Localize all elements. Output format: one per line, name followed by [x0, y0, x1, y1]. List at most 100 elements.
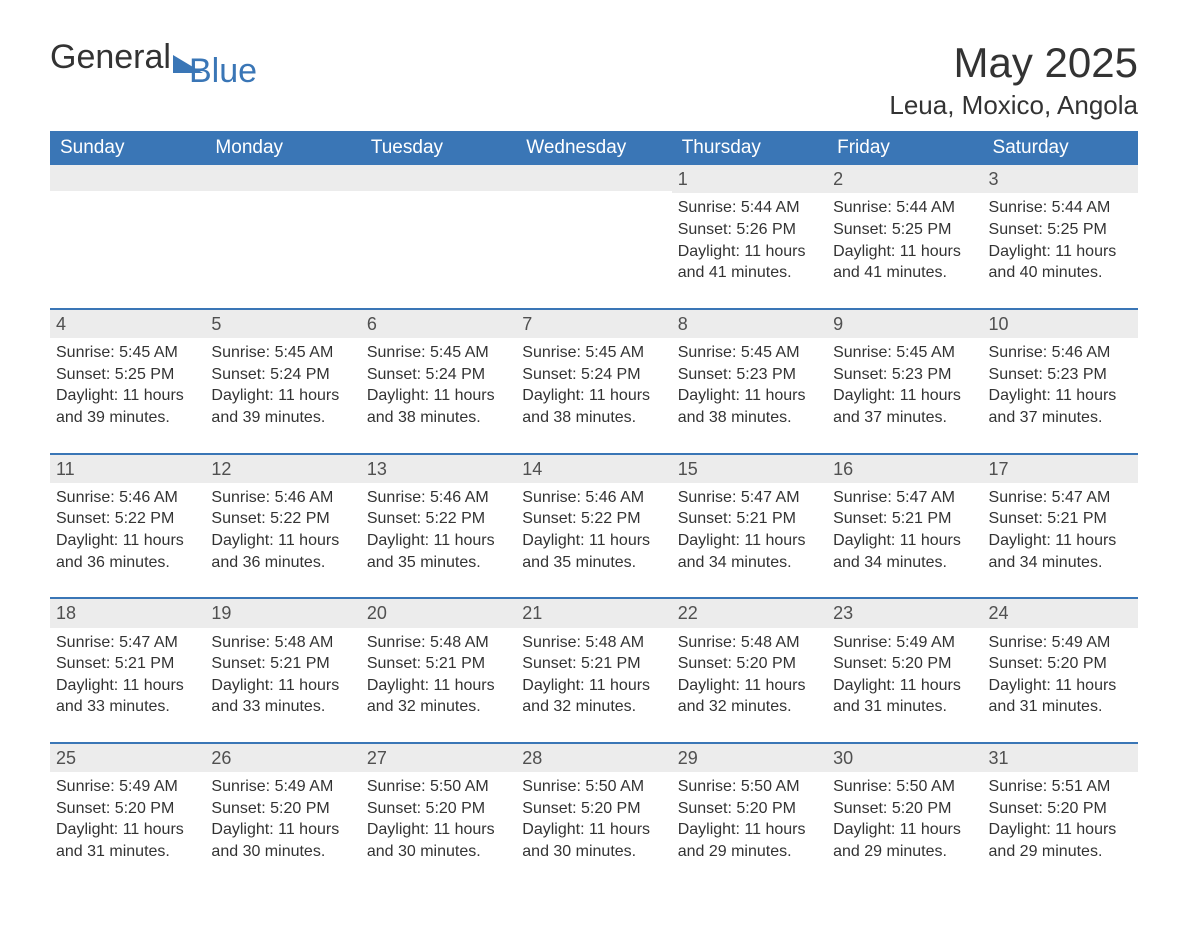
- sunset-line: Sunset: 5:21 PM: [211, 653, 354, 675]
- header: General Blue May 2025 Leua, Moxico, Ango…: [50, 40, 1138, 121]
- sunrise-line: Sunrise: 5:49 AM: [56, 776, 199, 798]
- daylight-line: Daylight: 11 hours and 39 minutes.: [56, 385, 199, 428]
- sunset-line: Sunset: 5:20 PM: [678, 798, 821, 820]
- day-number: 17: [983, 455, 1138, 483]
- sunset-line: Sunset: 5:23 PM: [833, 364, 976, 386]
- daylight-line: Daylight: 11 hours and 37 minutes.: [989, 385, 1132, 428]
- sunset-line: Sunset: 5:21 PM: [522, 653, 665, 675]
- calendar-day-cell: 6Sunrise: 5:45 AMSunset: 5:24 PMDaylight…: [361, 309, 516, 454]
- day-number: 24: [983, 599, 1138, 627]
- sunrise-line: Sunrise: 5:50 AM: [522, 776, 665, 798]
- sunset-line: Sunset: 5:20 PM: [211, 798, 354, 820]
- sunrise-line: Sunrise: 5:48 AM: [522, 632, 665, 654]
- day-number: 28: [516, 744, 671, 772]
- day-number: 2: [827, 165, 982, 193]
- sunrise-line: Sunrise: 5:47 AM: [833, 487, 976, 509]
- daylight-line: Daylight: 11 hours and 29 minutes.: [833, 819, 976, 862]
- daylight-line: Daylight: 11 hours and 38 minutes.: [678, 385, 821, 428]
- sunrise-line: Sunrise: 5:45 AM: [56, 342, 199, 364]
- day-number: 16: [827, 455, 982, 483]
- daylight-line: Daylight: 11 hours and 41 minutes.: [833, 241, 976, 284]
- calendar-day-cell: 10 Sunrise: 5:46 AMSunset: 5:23 PMDayligh…: [983, 309, 1138, 454]
- sunrise-line: Sunrise: 5:46 AM: [367, 487, 510, 509]
- daylight-line: Daylight: 11 hours and 32 minutes.: [522, 675, 665, 718]
- daylight-line: Daylight: 11 hours and 29 minutes.: [989, 819, 1132, 862]
- calendar-day-cell: 25Sunrise: 5:49 AMSunset: 5:20 PMDayligh…: [50, 743, 205, 887]
- weekday-header: Wednesday: [516, 131, 671, 165]
- calendar-day-cell: 7Sunrise: 5:45 AMSunset: 5:24 PMDaylight…: [516, 309, 671, 454]
- daylight-line: Daylight: 11 hours and 33 minutes.: [211, 675, 354, 718]
- day-number: 18: [50, 599, 205, 627]
- daylight-line: Daylight: 11 hours and 39 minutes.: [211, 385, 354, 428]
- day-number: [361, 165, 516, 191]
- sunrise-line: Sunrise: 5:46 AM: [211, 487, 354, 509]
- daylight-line: Daylight: 11 hours and 36 minutes.: [56, 530, 199, 573]
- sunset-line: Sunset: 5:20 PM: [989, 653, 1132, 675]
- sunset-line: Sunset: 5:23 PM: [989, 364, 1132, 386]
- calendar-day-cell: 14Sunrise: 5:46 AMSunset: 5:22 PMDayligh…: [516, 454, 671, 599]
- daylight-line: Daylight: 11 hours and 32 minutes.: [367, 675, 510, 718]
- calendar-day-cell: 16 Sunrise: 5:47 AMSunset: 5:21 PMDayligh…: [827, 454, 982, 599]
- day-number: 12: [205, 455, 360, 483]
- day-number: 14: [516, 455, 671, 483]
- weekday-header: Monday: [205, 131, 360, 165]
- sunrise-line: Sunrise: 5:50 AM: [833, 776, 976, 798]
- sunset-line: Sunset: 5:20 PM: [678, 653, 821, 675]
- day-number: [205, 165, 360, 191]
- daylight-line: Daylight: 11 hours and 30 minutes.: [367, 819, 510, 862]
- location-subtitle: Leua, Moxico, Angola: [889, 90, 1138, 121]
- day-number: 13: [361, 455, 516, 483]
- day-number: 19: [205, 599, 360, 627]
- sunrise-line: Sunrise: 5:44 AM: [678, 197, 821, 219]
- calendar-day-cell: 22Sunrise: 5:48 AMSunset: 5:20 PMDayligh…: [672, 598, 827, 743]
- calendar-day-cell: 26Sunrise: 5:49 AMSunset: 5:20 PMDayligh…: [205, 743, 360, 887]
- day-number: 6: [361, 310, 516, 338]
- sunset-line: Sunset: 5:25 PM: [833, 219, 976, 241]
- daylight-line: Daylight: 11 hours and 31 minutes.: [56, 819, 199, 862]
- calendar-day-cell: 13Sunrise: 5:46 AMSunset: 5:22 PMDayligh…: [361, 454, 516, 599]
- day-number: 30: [827, 744, 982, 772]
- calendar-day-cell: 19Sunrise: 5:48 AMSunset: 5:21 PMDayligh…: [205, 598, 360, 743]
- day-number: 31: [983, 744, 1138, 772]
- sunset-line: Sunset: 5:25 PM: [56, 364, 199, 386]
- sunset-line: Sunset: 5:26 PM: [678, 219, 821, 241]
- day-number: 1: [672, 165, 827, 193]
- calendar-day-cell: 18Sunrise: 5:47 AMSunset: 5:21 PMDayligh…: [50, 598, 205, 743]
- day-number: 15: [672, 455, 827, 483]
- daylight-line: Daylight: 11 hours and 34 minutes.: [833, 530, 976, 573]
- sunset-line: Sunset: 5:24 PM: [522, 364, 665, 386]
- sunset-line: Sunset: 5:21 PM: [833, 508, 976, 530]
- sunrise-line: Sunrise: 5:49 AM: [833, 632, 976, 654]
- day-number: 10: [983, 310, 1138, 338]
- calendar-body: 1Sunrise: 5:44 AMSunset: 5:26 PMDaylight…: [50, 165, 1138, 886]
- daylight-line: Daylight: 11 hours and 41 minutes.: [678, 241, 821, 284]
- sunrise-line: Sunrise: 5:46 AM: [989, 342, 1132, 364]
- calendar-day-cell: 9Sunrise: 5:45 AMSunset: 5:23 PMDaylight…: [827, 309, 982, 454]
- sunset-line: Sunset: 5:22 PM: [211, 508, 354, 530]
- day-number: 7: [516, 310, 671, 338]
- calendar-day-cell: 3Sunrise: 5:44 AMSunset: 5:25 PMDaylight…: [983, 165, 1138, 309]
- brand-word-2: Blue: [189, 54, 257, 88]
- calendar-week-row: 11Sunrise: 5:46 AMSunset: 5:22 PMDayligh…: [50, 454, 1138, 599]
- day-number: 5: [205, 310, 360, 338]
- day-number: [516, 165, 671, 191]
- sunrise-line: Sunrise: 5:50 AM: [678, 776, 821, 798]
- sunset-line: Sunset: 5:20 PM: [56, 798, 199, 820]
- page-title: May 2025: [889, 40, 1138, 86]
- day-number: 20: [361, 599, 516, 627]
- sunrise-line: Sunrise: 5:51 AM: [989, 776, 1132, 798]
- daylight-line: Daylight: 11 hours and 32 minutes.: [678, 675, 821, 718]
- sunrise-line: Sunrise: 5:47 AM: [56, 632, 199, 654]
- sunrise-line: Sunrise: 5:47 AM: [989, 487, 1132, 509]
- calendar-day-cell: 31Sunrise: 5:51 AMSunset: 5:20 PMDayligh…: [983, 743, 1138, 887]
- brand-word-1: General: [50, 40, 171, 74]
- day-number: 21: [516, 599, 671, 627]
- sunset-line: Sunset: 5:21 PM: [56, 653, 199, 675]
- daylight-line: Daylight: 11 hours and 35 minutes.: [522, 530, 665, 573]
- calendar-day-cell: 23Sunrise: 5:49 AMSunset: 5:20 PMDayligh…: [827, 598, 982, 743]
- sunset-line: Sunset: 5:24 PM: [367, 364, 510, 386]
- calendar-week-row: 1Sunrise: 5:44 AMSunset: 5:26 PMDaylight…: [50, 165, 1138, 309]
- weekday-header: Saturday: [983, 131, 1138, 165]
- day-number: 26: [205, 744, 360, 772]
- sunset-line: Sunset: 5:22 PM: [522, 508, 665, 530]
